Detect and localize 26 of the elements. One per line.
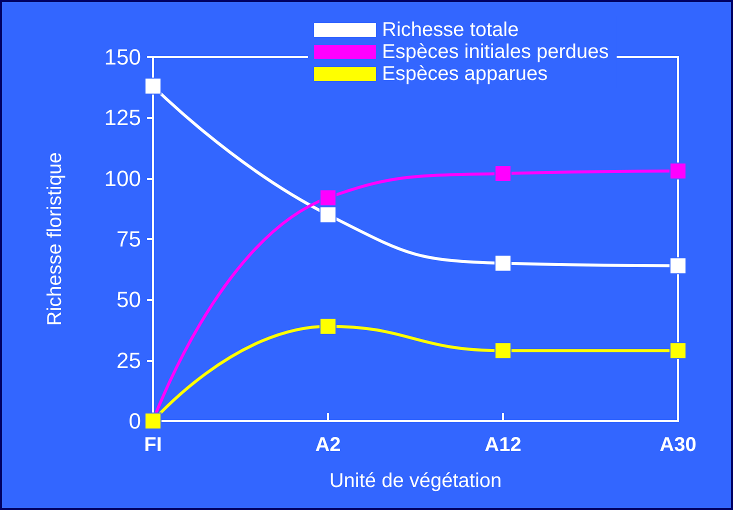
point [320, 189, 336, 206]
x-tick-label: A2 [315, 434, 341, 456]
y-tick-label: 125 [104, 105, 141, 130]
x-tick-label: A12 [484, 434, 522, 456]
point [494, 254, 512, 272]
y-tick-label: 75 [116, 226, 141, 252]
y-tick-label: 50 [116, 287, 141, 312]
x-axis-title: Unité de végétation [329, 470, 502, 492]
point [670, 342, 686, 360]
legend-label: Espèces apparues [382, 63, 548, 85]
point [320, 206, 336, 224]
point [144, 78, 162, 95]
x-tick-label: FI [144, 434, 162, 456]
point [670, 162, 686, 180]
point [670, 257, 686, 274]
legend-label: Richesse totale [382, 19, 519, 41]
legend-label: Espèces initiales perdues [382, 41, 609, 63]
y-tick-label: 0 [128, 408, 141, 434]
x-tick-label: A30 [660, 434, 696, 456]
y-tick-label: 150 [104, 44, 141, 70]
point [320, 318, 336, 335]
point [494, 164, 512, 182]
y-axis-title: Richesse floristique [44, 152, 66, 326]
y-tick-label: 100 [104, 166, 141, 191]
point [494, 342, 512, 360]
y-tick-label: 25 [116, 348, 141, 373]
